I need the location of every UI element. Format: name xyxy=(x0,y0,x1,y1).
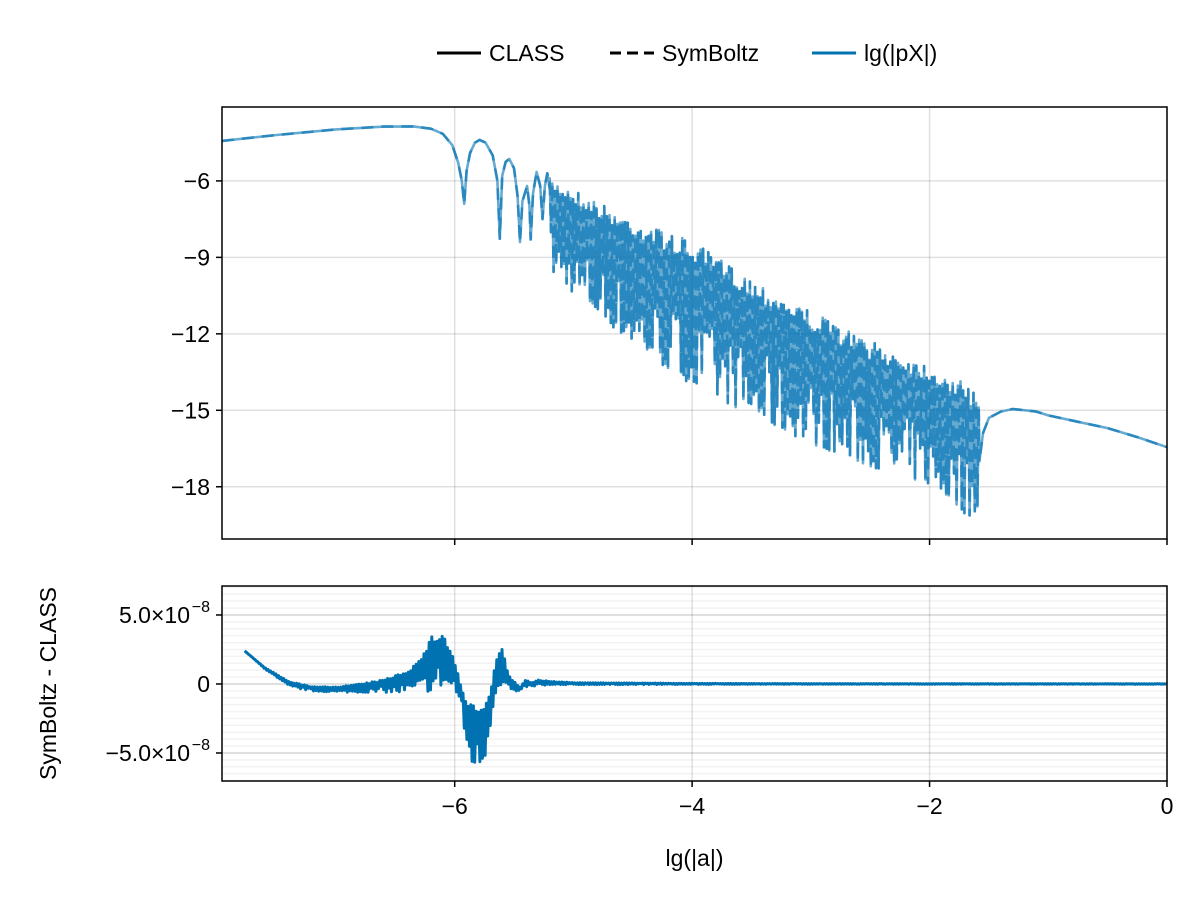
legend-label-symboltz: SymBoltz xyxy=(662,40,759,66)
y-tick-label: 5.0×10 xyxy=(119,602,190,628)
y-tick-label: −6 xyxy=(184,168,210,194)
legend-label-pX: lg(|pX|) xyxy=(864,40,937,66)
legend-label-class: CLASS xyxy=(489,40,564,66)
top-plot: −6 −9 −12 −15 −18 xyxy=(171,106,1168,545)
y-tick-label: 0 xyxy=(197,671,210,697)
residual-curve xyxy=(243,634,1167,764)
y-axis-label: SymBoltz - CLASS xyxy=(35,587,61,780)
legend: CLASS SymBoltz lg(|pX|) xyxy=(437,40,937,66)
y-tick-exponent: −8 xyxy=(192,737,210,754)
x-tick-label: −6 xyxy=(442,793,468,819)
series-group xyxy=(222,125,1167,517)
x-tick-label: −4 xyxy=(679,793,705,819)
x-axis-label: lg(|a|) xyxy=(666,845,724,871)
x-tick-label: −2 xyxy=(916,793,942,819)
series-group xyxy=(243,634,1167,764)
y-tick-label: −9 xyxy=(184,244,210,270)
y-tick-label: −18 xyxy=(171,474,210,500)
x-tick-label: 0 xyxy=(1161,793,1174,819)
y-tick-label: −5.0×10 xyxy=(106,740,190,766)
y-tick-exponent: −8 xyxy=(192,599,210,616)
y-tick-label: −15 xyxy=(171,397,210,423)
symboltz-curve xyxy=(222,125,1167,517)
bottom-plot: 5.0×10 −80−5.0×10 −8−6 −4 −2 0lg(|a|)SymBoltz… xyxy=(35,585,1174,871)
y-tick-label: −12 xyxy=(171,321,210,347)
plot-frame xyxy=(221,106,1168,540)
